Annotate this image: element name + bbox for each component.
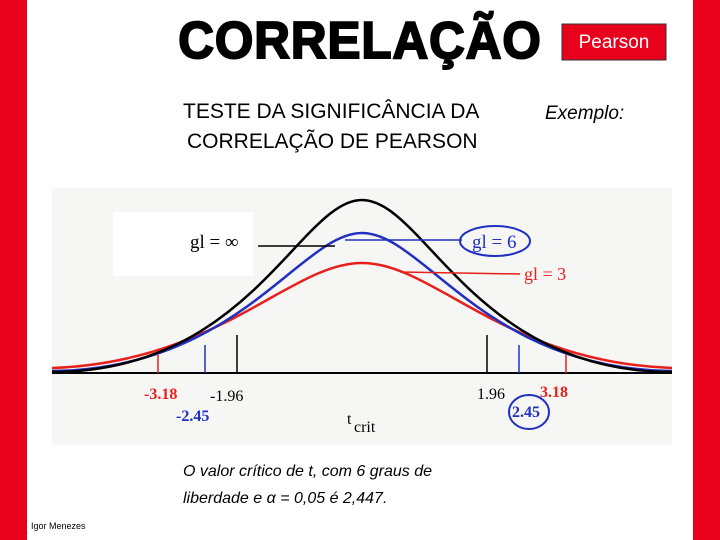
left-bar <box>0 0 27 540</box>
subtitle-line: CORRELAÇÃO DE PEARSON <box>187 129 478 153</box>
caption-line: O valor crítico de t, com 6 graus de <box>183 463 432 480</box>
crit-label: 1.96 <box>477 386 505 403</box>
badge: Pearson <box>579 32 650 53</box>
right-bar <box>693 0 720 540</box>
crit-label: -1.96 <box>210 388 243 405</box>
crit-label: 2.45 <box>512 404 540 421</box>
curve-label: gl = 3 <box>524 264 566 284</box>
label-bg <box>113 212 253 276</box>
crit-label: -3.18 <box>144 386 177 403</box>
axis-label-sub: crit <box>354 419 376 436</box>
crit-label: 3.18 <box>540 384 568 401</box>
badge-box <box>561 23 667 61</box>
highlight-circle <box>508 394 550 430</box>
author: Igor Menezes <box>31 521 86 531</box>
curve-normal <box>51 198 673 374</box>
example-label: Exemplo: <box>545 103 624 124</box>
curve-df6 <box>51 231 673 373</box>
figure: gl = ∞ gl = 6 gl = 3 -3.18 -1.96 -2.45 1… <box>51 188 673 445</box>
curve-label: gl = 6 <box>472 232 517 253</box>
curve-label: gl = ∞ <box>190 232 239 253</box>
highlight-circle <box>459 225 531 257</box>
caption-line: liberdade e α = 0,05 é 2,447. <box>183 490 387 507</box>
axis-label: t <box>347 411 352 428</box>
crit-label: -2.45 <box>176 408 209 425</box>
title: CORRELAÇÃO <box>178 11 541 69</box>
leader <box>399 271 521 275</box>
subtitle-line: TESTE DA SIGNIFICÂNCIA DA <box>183 100 479 123</box>
